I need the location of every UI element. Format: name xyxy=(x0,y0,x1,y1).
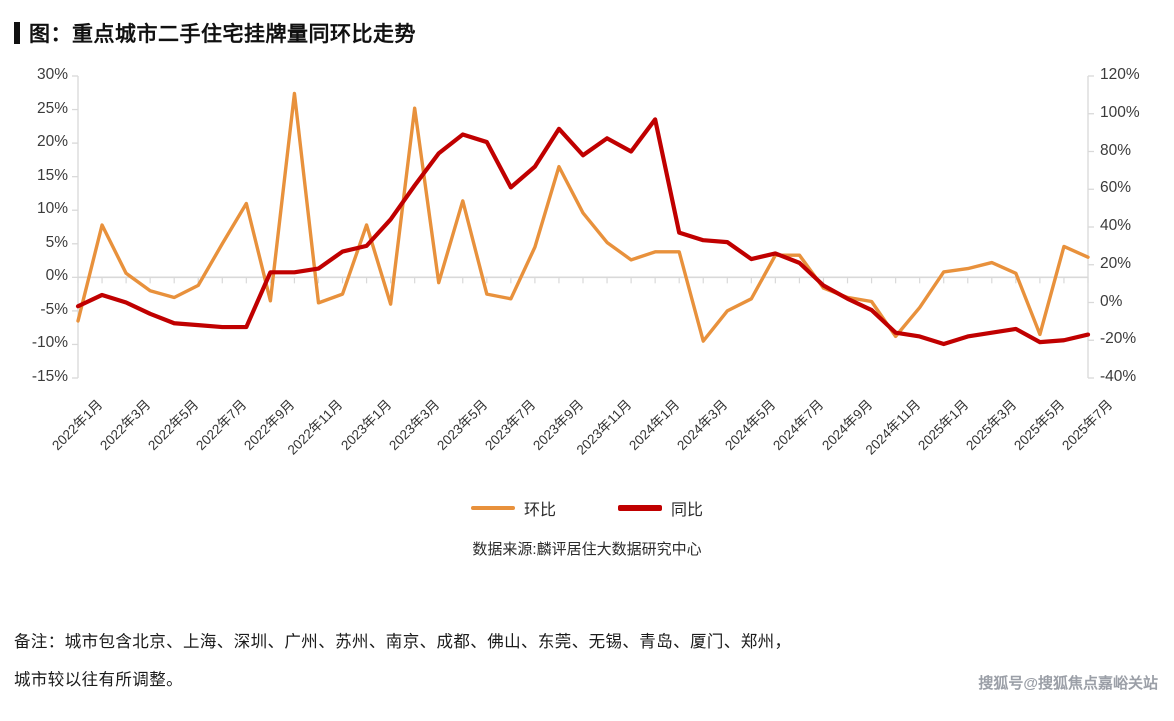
y-axis-right-tick: 100% xyxy=(1100,103,1140,121)
legend-swatch-tongbi xyxy=(618,505,662,511)
y-axis-left-tick: -5% xyxy=(40,300,68,318)
x-axis-labels: 2022年1月 2022年3月 2022年5月 2022年7月 2022年9月 2022年… xyxy=(0,392,1174,487)
title-accent-bar xyxy=(14,22,20,44)
x-axis-tick-label: 2022年1月 xyxy=(49,396,106,454)
chart-container: 30% 25% 20% 15% 10% 5% 0% -5% -10% -15% 120% 100% 8… xyxy=(0,55,1174,400)
y-axis-right-tick: -20% xyxy=(1100,330,1137,348)
y-axis-left-tick: 15% xyxy=(36,166,68,184)
y-axis-right-tick: -40% xyxy=(1100,368,1137,385)
y-axis-right-tick: 40% xyxy=(1100,217,1132,234)
y-axis-left-tick: 20% xyxy=(36,133,68,151)
line-chart-svg xyxy=(72,75,1094,379)
y-axis-left-tick: 5% xyxy=(45,233,68,251)
axes-layer xyxy=(72,75,1094,379)
footnote-line-2: 城市较以往有所调整。 xyxy=(14,670,183,689)
footnote-line-1: 备注：城市包含北京、上海、深圳、广州、苏州、南京、成都、佛山、东莞、无锡、青岛、… xyxy=(14,632,792,651)
y-axis-left-tick: -15% xyxy=(31,368,68,385)
legend-item-huanbi[interactable]: 环比 xyxy=(470,496,556,520)
legend-swatch-huanbi xyxy=(470,506,515,510)
legend-label-tongbi: 同比 xyxy=(671,502,704,519)
series-line-huanbi xyxy=(76,91,1090,343)
legend-item-tongbi[interactable]: 同比 xyxy=(618,496,703,520)
legend-label-huanbi: 环比 xyxy=(523,502,556,519)
title-text: 图：重点城市二手住宅挂牌量同环比走势 xyxy=(29,23,416,46)
y-axis-right-tick: 0% xyxy=(1100,292,1123,310)
chart-legend: 环比 同比 xyxy=(0,496,1174,520)
watermark-text: 搜狐号@搜狐焦点嘉峪关站 xyxy=(978,675,1158,692)
y-axis-left-tick: 30% xyxy=(36,66,68,83)
data-source-text: 数据来源:麟评居住大数据研究中心 xyxy=(472,541,702,558)
y-axis-left-tick: 10% xyxy=(36,200,68,218)
y-axis-right-tick: 120% xyxy=(1100,66,1140,83)
series-line-tongbi xyxy=(75,117,1091,347)
y-axis-right-tick: 20% xyxy=(1100,254,1132,272)
y-axis-right-tick: 80% xyxy=(1100,141,1132,159)
y-axis-left-tick: 0% xyxy=(45,267,68,285)
page-title: 图：重点城市二手住宅挂牌量同环比走势 xyxy=(14,18,416,48)
y-axis-left-tick: -10% xyxy=(31,334,68,352)
series-layer xyxy=(75,91,1091,347)
y-axis-right-tick: 60% xyxy=(1100,179,1132,197)
y-axis-left-tick: 25% xyxy=(36,99,68,117)
